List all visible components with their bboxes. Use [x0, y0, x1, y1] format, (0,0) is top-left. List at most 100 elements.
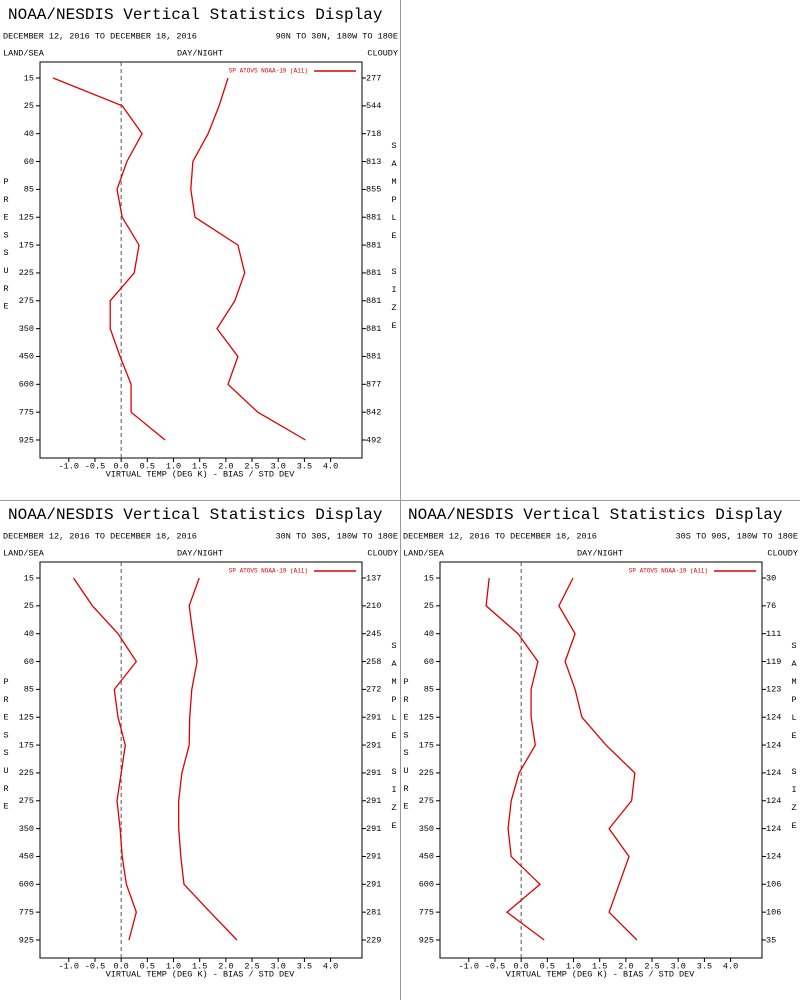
- x-tick-label: 2.5: [644, 961, 659, 971]
- x-tick-label: 2.0: [218, 461, 233, 471]
- pressure-label: 775: [19, 907, 34, 917]
- sample-size-label: 35: [766, 935, 776, 945]
- sample-size-label: 881: [366, 296, 381, 306]
- x-tick-label: 4.0: [723, 961, 738, 971]
- x-tick-label: 1.5: [192, 461, 207, 471]
- day-night-label: DAY/NIGHT: [577, 548, 623, 558]
- x-tick-label: -1.0: [59, 461, 79, 471]
- pressure-label: 350: [419, 824, 434, 834]
- series-line: [72, 577, 138, 941]
- legend-label: SP ATOVS NOAA-19 (A11): [229, 68, 308, 75]
- title: NOAA/NESDIS Vertical Statistics Display: [408, 506, 783, 524]
- cloudy-label: CLOUDY: [367, 548, 398, 558]
- pressure-label: 15: [24, 73, 34, 83]
- sample-size-label: 245: [366, 629, 381, 639]
- x-tick-label: 1.5: [592, 961, 607, 971]
- region: 30N TO 30S, 180W TO 180E: [276, 531, 398, 541]
- x-tick-label: 1.0: [166, 961, 181, 971]
- x-tick-label: 0.0: [513, 961, 528, 971]
- sample-size-label: 137: [366, 573, 381, 583]
- pressure-label: 775: [19, 407, 34, 417]
- x-axis-label: VIRTUAL TEMP (DEG K) - BIAS / STD DEV: [506, 969, 696, 979]
- day-night-label: DAY/NIGHT: [177, 48, 223, 58]
- sample-size-label: 272: [366, 685, 381, 695]
- x-tick-label: 0.5: [540, 961, 555, 971]
- sample-size-label: 106: [766, 907, 781, 917]
- pressure-label: 600: [419, 880, 434, 890]
- day-night-label: DAY/NIGHT: [177, 548, 223, 558]
- sample-size-label: 291: [366, 740, 381, 750]
- pressure-label: 275: [419, 796, 434, 806]
- x-tick-label: 3.0: [271, 461, 286, 471]
- sample-size-label: 291: [366, 824, 381, 834]
- pressure-label: 60: [24, 157, 34, 167]
- sample-size-label: 281: [366, 907, 381, 917]
- x-tick-label: 2.5: [244, 961, 259, 971]
- x-tick-label: 2.0: [618, 961, 633, 971]
- x-tick-label: 1.0: [566, 961, 581, 971]
- sample-size-label: 111: [766, 629, 781, 639]
- sample-size-label: 718: [366, 129, 381, 139]
- x-tick-label: 0.5: [140, 961, 155, 971]
- sample-size-label: 291: [366, 880, 381, 890]
- x-tick-label: 0.0: [113, 961, 128, 971]
- pressure-label: 125: [419, 712, 434, 722]
- title: NOAA/NESDIS Vertical Statistics Display: [8, 6, 383, 24]
- land-sea-label: LAND/SEA: [3, 548, 45, 558]
- plot-frame: [39, 561, 363, 959]
- panel: NOAA/NESDIS Vertical Statistics Display D…: [3, 506, 398, 979]
- series-line: [485, 577, 545, 941]
- sample-size-label: 30: [766, 573, 776, 583]
- pressure-label: 600: [19, 380, 34, 390]
- land-sea-label: LAND/SEA: [3, 48, 45, 58]
- series-line: [52, 77, 166, 441]
- pressure-label: 25: [424, 601, 434, 611]
- sample-size-label: 229: [366, 935, 381, 945]
- pressure-label: 225: [419, 768, 434, 778]
- sample-size-label: 124: [766, 796, 781, 806]
- sample-size-label: 291: [366, 796, 381, 806]
- pressure-label: 275: [19, 296, 34, 306]
- pressure-label: 15: [424, 573, 434, 583]
- pressure-label: 275: [19, 796, 34, 806]
- date-range: DECEMBER 12, 2016 TO DECEMBER 18, 2016: [403, 531, 597, 541]
- pressure-label: 125: [19, 212, 34, 222]
- pressure-label: 25: [24, 601, 34, 611]
- sample-size-label: 881: [366, 352, 381, 362]
- x-tick-label: 3.0: [671, 961, 686, 971]
- sample-size-label: 813: [366, 157, 381, 167]
- sample-size-label: 492: [366, 435, 381, 445]
- sample-size-label: 881: [366, 212, 381, 222]
- x-axis-label: VIRTUAL TEMP (DEG K) - BIAS / STD DEV: [106, 969, 296, 979]
- x-tick-label: 1.5: [192, 961, 207, 971]
- pressure-label: 450: [19, 852, 34, 862]
- x-tick-label: 4.0: [323, 461, 338, 471]
- sample-size-label: 277: [366, 73, 381, 83]
- pressure-label: 40: [24, 129, 34, 139]
- pressure-label: 60: [24, 657, 34, 667]
- land-sea-label: LAND/SEA: [403, 548, 445, 558]
- pressure-label: 350: [19, 324, 34, 334]
- pressure-label: 85: [24, 685, 34, 695]
- region: 30S TO 90S, 180W TO 180E: [676, 531, 798, 541]
- pressure-label: 350: [19, 824, 34, 834]
- pressure-label: 60: [424, 657, 434, 667]
- sample-size-label: 544: [366, 101, 381, 111]
- x-tick-label: 1.0: [166, 461, 181, 471]
- sample-size-label: 881: [366, 268, 381, 278]
- pressure-label: 15: [24, 573, 34, 583]
- plot-frame: [39, 61, 363, 459]
- pressure-label: 600: [19, 880, 34, 890]
- x-tick-label: 2.0: [218, 961, 233, 971]
- pressure-label: 175: [19, 740, 34, 750]
- pressure-label: 175: [419, 740, 434, 750]
- pressure-label: 925: [19, 435, 34, 445]
- x-tick-label: -1.0: [59, 961, 79, 971]
- pressure-label: 925: [19, 935, 34, 945]
- sample-size-label: 258: [366, 657, 381, 667]
